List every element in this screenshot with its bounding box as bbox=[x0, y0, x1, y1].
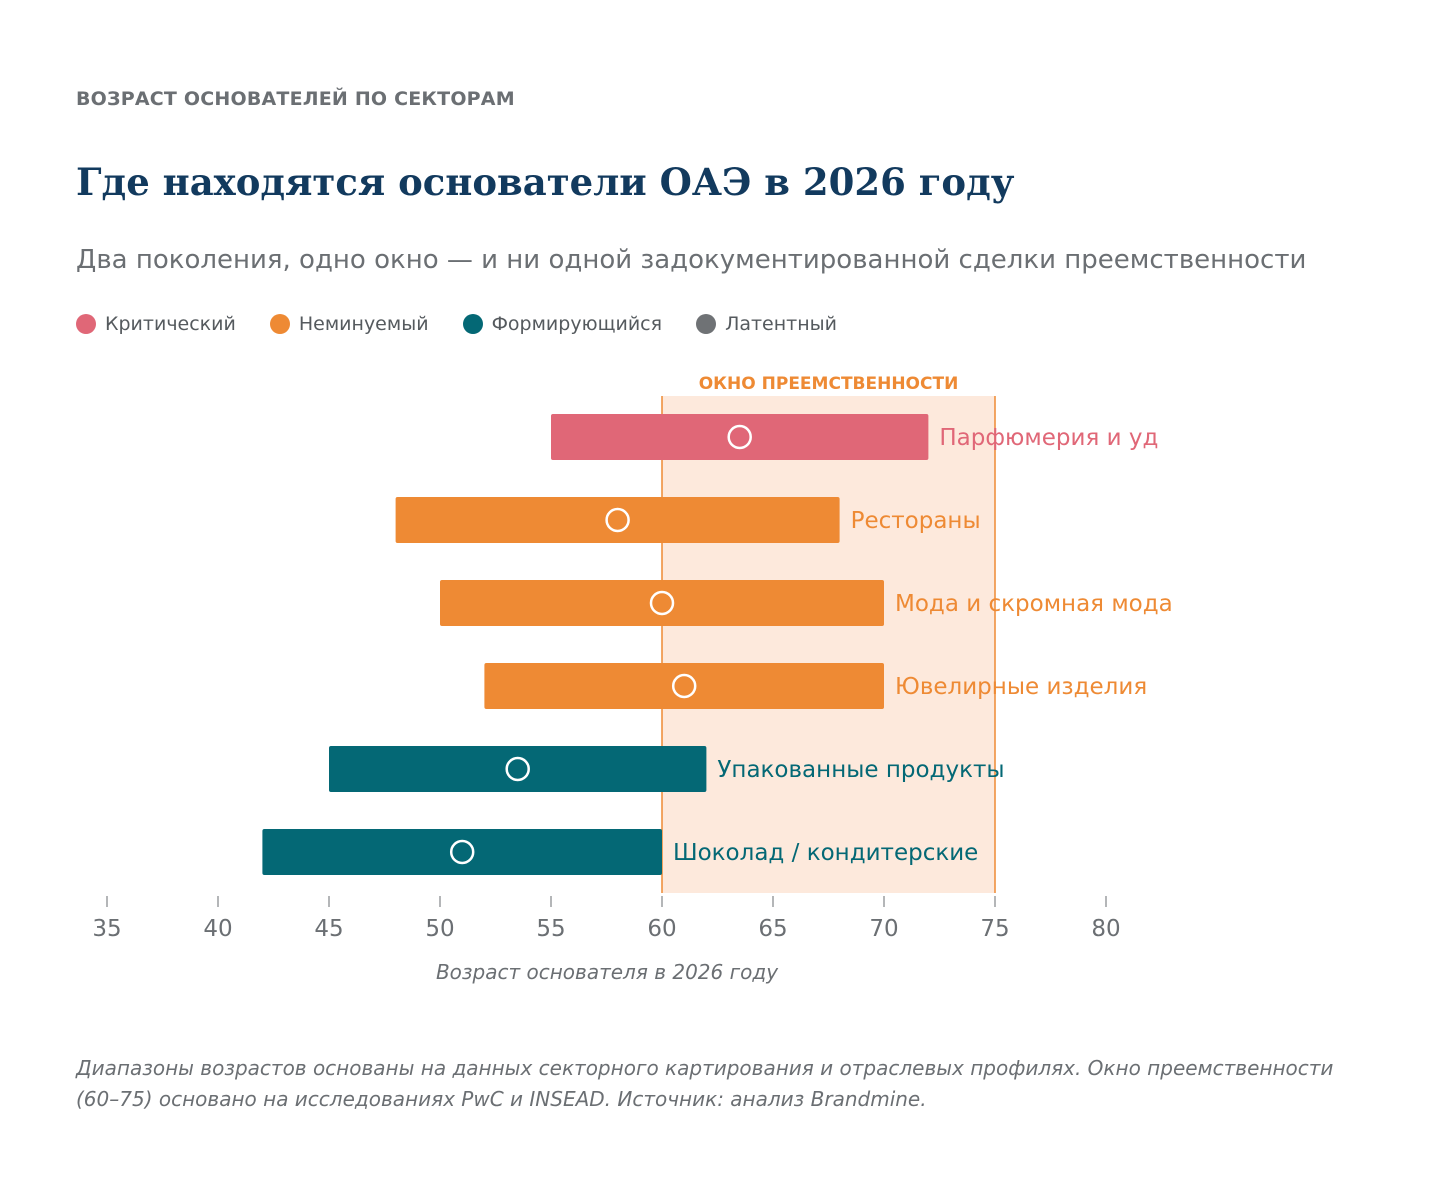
legend-dot-imminent bbox=[269, 314, 290, 334]
range-bar bbox=[440, 580, 884, 626]
range-bar bbox=[551, 414, 929, 460]
sector-label: Парфюмерия и уд bbox=[939, 425, 1158, 451]
legend-item-imminent: Неминуемый bbox=[269, 313, 429, 335]
chart-title: Где находятся основатели ОАЭ в 2026 году bbox=[76, 160, 1015, 204]
range-chart: ОКНО ПРЕЕМСТВЕННОСТИ Парфюмерия и уд Ресто… bbox=[92, 374, 1173, 984]
median-marker bbox=[727, 424, 752, 450]
legend-item-critical: Критический bbox=[76, 313, 236, 335]
median-marker bbox=[505, 756, 530, 782]
range-bar bbox=[329, 746, 707, 792]
sector-label: Мода и скромная мода bbox=[895, 591, 1173, 617]
sector-label: Рестораны bbox=[851, 508, 981, 534]
succession-window-label: ОКНО ПРЕЕМСТВЕННОСТИ bbox=[699, 374, 959, 394]
x-tick-label: 60 bbox=[647, 916, 676, 942]
median-marker bbox=[605, 507, 630, 533]
x-tick-label: 70 bbox=[869, 916, 898, 942]
range-bar bbox=[484, 663, 884, 709]
legend: Критический Неминуемый Формирующийся Лат… bbox=[76, 313, 871, 335]
legend-label-emerging: Формирующийся bbox=[491, 313, 663, 335]
x-tick-label: 65 bbox=[758, 916, 787, 942]
median-marker bbox=[671, 673, 697, 699]
x-tick-label: 45 bbox=[314, 916, 343, 942]
x-tick-label: 55 bbox=[536, 916, 565, 942]
footnote: Диапазоны возрастов основаны на данных с… bbox=[76, 1056, 1334, 1111]
legend-item-latent: Латентный bbox=[696, 313, 837, 335]
legend-dot-critical bbox=[76, 314, 96, 334]
x-tick-label: 50 bbox=[425, 916, 454, 942]
sector-label: Ювелирные изделия bbox=[895, 674, 1147, 700]
range-bar bbox=[262, 829, 662, 875]
x-tick-label: 35 bbox=[92, 916, 121, 942]
sector-label: Шоколад / кондитерские bbox=[673, 840, 978, 866]
x-axis-title: Возраст основателя в 2026 году bbox=[436, 960, 779, 984]
legend-label-critical: Критический bbox=[105, 313, 236, 335]
legend-label-latent: Латентный bbox=[725, 313, 838, 335]
x-tick-label: 40 bbox=[203, 916, 232, 942]
sector-label: Упакованные продукты bbox=[717, 757, 1004, 783]
median-marker bbox=[449, 839, 475, 865]
chart-eyebrow: ВОЗРАСТ ОСНОВАТЕЛЕЙ ПО СЕКТОРАМ bbox=[76, 88, 515, 110]
legend-label-imminent: Неминуемый bbox=[298, 313, 429, 335]
x-tick-label: 80 bbox=[1091, 916, 1120, 942]
succession-window-band bbox=[662, 396, 995, 893]
legend-dot-latent bbox=[696, 314, 717, 334]
legend-item-emerging: Формирующийся bbox=[462, 313, 663, 335]
chart-subtitle: Два поколения, одно окно — и ни одной за… bbox=[76, 245, 1307, 275]
legend-dot-emerging bbox=[462, 314, 483, 334]
x-tick-label: 75 bbox=[980, 916, 1009, 942]
median-marker bbox=[649, 590, 675, 616]
range-bar bbox=[395, 497, 840, 543]
